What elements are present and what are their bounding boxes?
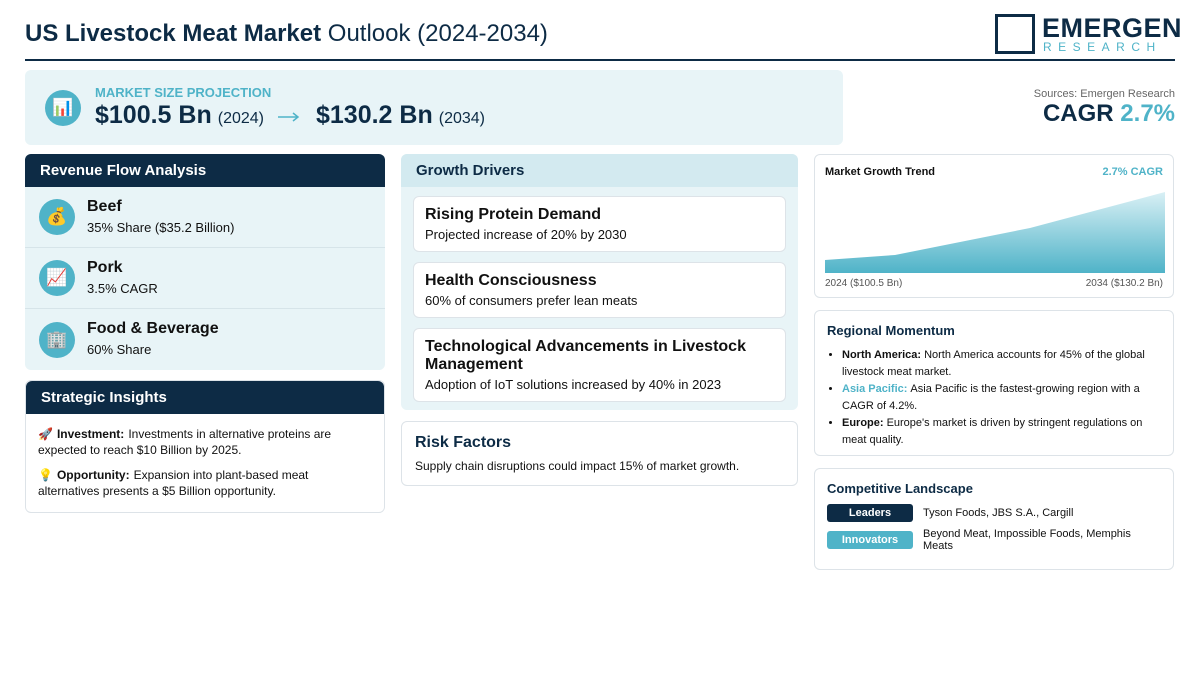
competitive-list: Leaders Tyson Foods, JBS S.A., Cargill Inn… <box>827 504 1161 552</box>
title: US Livestock Meat Market Outlook (2024-2… <box>25 20 548 48</box>
revenue-name: Pork <box>87 258 123 276</box>
revenue-text: Beef 35% Share ($35.2 Billion) <box>87 198 234 237</box>
driver-card: Technological Advancements in Livestock … <box>413 328 786 402</box>
cagr: CAGR 2.7% <box>1043 100 1175 128</box>
projection-icon: 📊 <box>45 90 81 126</box>
trend-area <box>825 192 1165 273</box>
projection-label: MARKET SIZE PROJECTION <box>95 85 272 100</box>
cagr-label: CAGR <box>1042 100 1114 127</box>
regional-list: North America:North America accounts for… <box>827 347 1161 449</box>
revenue-item: 📈 Pork 3.5% CAGR <box>25 248 385 309</box>
insights-list: 🚀 Investment: Investments in alternative p… <box>26 414 384 499</box>
start-value: $100.5 Bn <box>95 101 212 129</box>
drivers-title: Growth Drivers <box>401 154 798 187</box>
risk-text: Supply chain disruptions could impact 15… <box>415 459 740 473</box>
insight-text: Investments in alternative proteins are … <box>38 427 332 457</box>
cagr-value: 2.7% <box>1120 100 1175 127</box>
trend-title: Market Growth Trend <box>825 166 936 178</box>
title-rest: Outlook (2024-2034) <box>327 20 548 47</box>
revenue-detail: 60% Share <box>87 342 152 357</box>
source: Sources: Emergen Research <box>1033 88 1175 100</box>
competitor-tag: Leaders <box>827 504 913 522</box>
revenue-title: Revenue Flow Analysis <box>25 154 385 187</box>
driver-name: Health Consciousness <box>425 272 597 289</box>
regional-panel: Regional Momentum North America:North Am… <box>814 310 1174 456</box>
insight-icon: 🚀 <box>38 427 53 441</box>
driver-detail: Adoption of IoT solutions increased by 4… <box>425 377 722 392</box>
header-rule <box>25 59 1175 61</box>
region-item: North America:North America accounts for… <box>842 347 1161 381</box>
region-text: Asia Pacific is the fastest-growing regi… <box>842 383 1140 412</box>
title-bold: US Livestock Meat Market <box>25 20 322 47</box>
logo-sub: RESEARCH <box>1043 40 1162 54</box>
arrow <box>278 112 300 122</box>
competitor-row: Leaders Tyson Foods, JBS S.A., Cargill <box>827 504 1161 522</box>
region-label: Europe: <box>842 417 884 429</box>
revenue-name: Beef <box>87 197 122 215</box>
logo-mark <box>995 14 1035 54</box>
drivers-list: Rising Protein Demand Projected increase … <box>401 196 798 402</box>
revenue-icon: 🏢 <box>39 321 75 358</box>
end-value: $130.2 Bn <box>316 101 433 129</box>
region-label: North America: <box>842 349 922 361</box>
risk-panel: Risk Factors Supply chain disruptions co… <box>401 421 798 486</box>
projection-box: 📊 MARKET SIZE PROJECTION $100.5 Bn (2024… <box>25 70 843 145</box>
driver-card: Health Consciousness 60% of consumers pre… <box>413 262 786 318</box>
regional-title: Regional Momentum <box>827 323 955 338</box>
insight-label: Investment: <box>56 427 125 441</box>
end-year: (2034) <box>438 110 485 127</box>
driver-card: Rising Protein Demand Projected increase … <box>413 196 786 252</box>
competitor-tag: Innovators <box>827 531 913 549</box>
revenue-text: Pork 3.5% CAGR <box>87 259 158 298</box>
revenue-text: Food & Beverage 60% Share <box>87 320 219 359</box>
region-item: Asia Pacific:Asia Pacific is the fastest… <box>842 381 1161 415</box>
trend-panel: Market Growth Trend 2.7% CAGR 2024 ($100… <box>814 154 1174 298</box>
region-text: Europe's market is driven by stringent r… <box>842 417 1143 446</box>
region-text: North America accounts for 45% of the gl… <box>842 349 1145 378</box>
driver-detail: 60% of consumers prefer lean meats <box>425 293 638 308</box>
competitive-title: Competitive Landscape <box>827 481 973 496</box>
risk-title: Risk Factors <box>415 434 512 451</box>
competitor-text: Beyond Meat, Impossible Foods, Memphis M… <box>923 528 1131 552</box>
revenue-icon: 💰 <box>39 199 75 235</box>
logo-main: EMERGEN <box>1042 13 1183 43</box>
insight: 🚀 Investment: Investments in alternative p… <box>38 426 372 458</box>
competitive-panel: Competitive Landscape Leaders Tyson Foods… <box>814 468 1174 570</box>
revenue-item: 💰 Beef 35% Share ($35.2 Billion) <box>25 187 385 248</box>
trend-start: 2024 ($100.5 Bn) <box>825 278 903 289</box>
drivers-panel: Growth Drivers Rising Protein Demand Proj… <box>401 154 798 410</box>
insight: 💡 Opportunity: Expansion into plant-based … <box>38 467 372 499</box>
projection-values: $100.5 Bn (2024) $130.2 Bn (2034) <box>95 101 485 130</box>
insight-label: Opportunity: <box>56 468 130 482</box>
driver-detail: Projected increase of 20% by 2030 <box>425 227 627 242</box>
insights-panel: Strategic Insights 🚀 Investment: Investmen… <box>25 380 385 513</box>
revenue-icon: 📈 <box>39 260 75 296</box>
revenue-panel: Revenue Flow Analysis 💰 Beef 35% Share ($3… <box>25 154 385 370</box>
start-year: (2024) <box>217 110 264 127</box>
insight-text: Expansion into plant-based meat alternat… <box>38 468 309 498</box>
insights-title: Strategic Insights <box>26 381 384 414</box>
region-label: Asia Pacific: <box>842 383 908 395</box>
competitor-text: Tyson Foods, JBS S.A., Cargill <box>923 507 1074 519</box>
competitor-row: Innovators Beyond Meat, Impossible Foods,… <box>827 528 1161 552</box>
trend-end: 2034 ($130.2 Bn) <box>1085 278 1163 289</box>
revenue-detail: 3.5% CAGR <box>87 280 158 296</box>
region-item: Europe:Europe's market is driven by stri… <box>842 415 1161 449</box>
insight-icon: 💡 <box>38 468 53 482</box>
driver-name: Rising Protein Demand <box>425 206 602 223</box>
revenue-item: 🏢 Food & Beverage 60% Share <box>25 309 385 370</box>
revenue-detail: 35% Share ($35.2 Billion) <box>87 219 235 235</box>
driver-name: Technological Advancements in Livestock … <box>425 338 746 373</box>
revenue-list: 💰 Beef 35% Share ($35.2 Billion) 📈 Pork 3.5% … <box>25 187 385 370</box>
trend-badge: 2.7% CAGR <box>1102 166 1163 178</box>
revenue-name: Food & Beverage <box>87 320 219 337</box>
